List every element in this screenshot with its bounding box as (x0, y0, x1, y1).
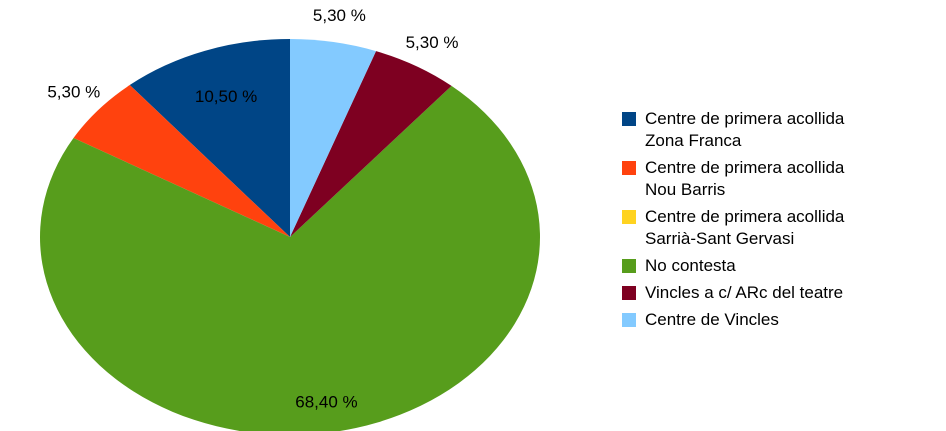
pie-slice (129, 39, 290, 237)
legend-label: Centre de primera acollida Zona Franca (645, 109, 845, 150)
data-label: 5,30 % (47, 82, 100, 101)
legend-label: Centre de Vincles (645, 310, 779, 329)
data-label: 68,40 % (295, 392, 357, 411)
legend-swatch (622, 313, 636, 327)
legend-label: Centre de primera acollida Nou Barris (645, 158, 845, 199)
legend-label: Vincles a c/ ARc del teatre (645, 283, 844, 302)
data-label: 10,50 % (195, 87, 257, 106)
legend-label: Centre de primera acollida Sarrià-Sant G… (645, 207, 845, 248)
legend: Centre de primera acollida Zona Franca Ce… (622, 108, 844, 331)
chart: 10,50 % 5,30 % 68,40 % 5,30 % 5,30 % (40, 6, 540, 431)
legend-swatch (622, 112, 636, 126)
legend-item: Vincles a c/ ARc del teatre (622, 282, 844, 304)
legend-item: Centre de primera acollida Sarrià-Sant G… (622, 206, 844, 250)
legend-label: No contesta (645, 256, 736, 275)
data-label: 5,30 % (406, 33, 459, 52)
legend-swatch (622, 286, 636, 300)
legend-item: Centre de primera acollida Nou Barris (622, 157, 844, 201)
pie-slice (290, 39, 377, 237)
legend-item: Centre de Vincles (622, 309, 844, 331)
legend-swatch (622, 259, 636, 273)
pie-slice (290, 51, 452, 237)
data-label: 5,30 % (313, 6, 366, 25)
legend-item: Centre de primera acollida Zona Franca (622, 108, 844, 152)
pie-slice (40, 85, 540, 431)
legend-item: No contesta (622, 255, 844, 277)
pie-slice (73, 85, 290, 237)
legend-swatch (622, 210, 636, 224)
legend-swatch (622, 161, 636, 175)
